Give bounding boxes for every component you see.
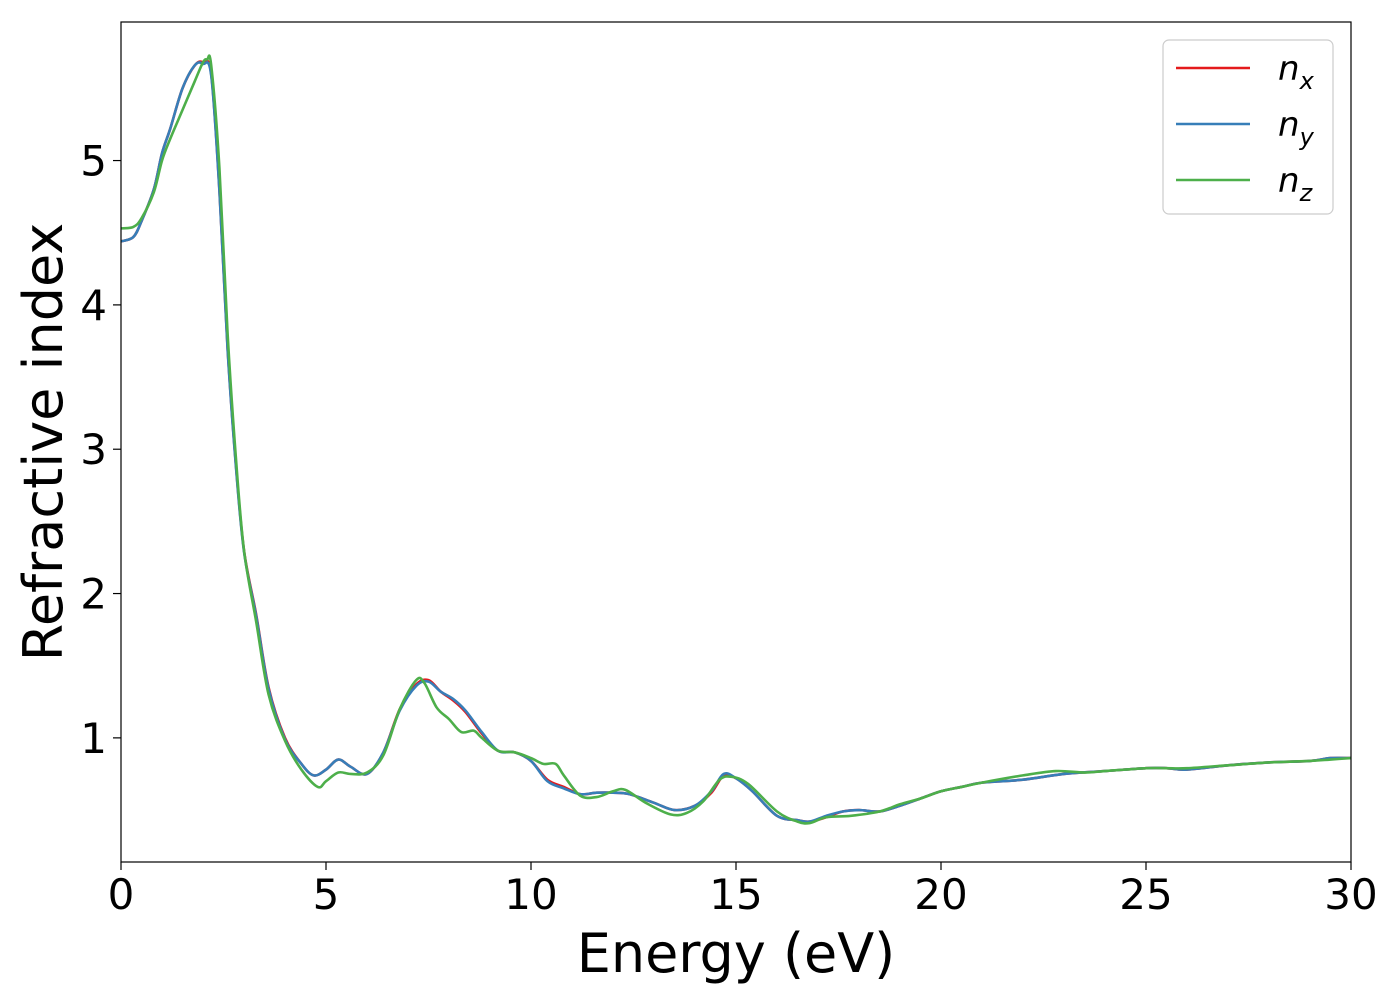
x-tick-label: 20 xyxy=(914,870,967,919)
legend-box xyxy=(1162,39,1334,215)
y-tick-label: 5 xyxy=(80,137,107,186)
x-tick-label: 10 xyxy=(504,870,557,919)
x-tick-label: 0 xyxy=(108,870,135,919)
plot-series-group xyxy=(121,54,1351,825)
legend-label-n-z: nz xyxy=(1278,161,1314,207)
y-tick-label: 4 xyxy=(80,281,107,330)
y-tick-label: 1 xyxy=(80,714,107,763)
legend-label-n-y: ny xyxy=(1278,105,1315,151)
legend: nx ny nz xyxy=(1162,39,1334,215)
x-axis: 0 5 10 15 20 25 30 xyxy=(108,862,1378,919)
x-tick-label: 15 xyxy=(709,870,762,919)
x-tick-label: 25 xyxy=(1119,870,1172,919)
y-tick-label: 3 xyxy=(80,425,107,474)
legend-label-n-x: nx xyxy=(1278,49,1315,95)
x-axis-label: Energy (eV) xyxy=(577,922,896,985)
y-axis: 1 2 3 4 5 xyxy=(80,137,121,763)
series-line-n-z xyxy=(121,54,1351,825)
y-tick-label: 2 xyxy=(80,570,107,619)
y-axis-label: Refractive index xyxy=(12,223,75,662)
x-tick-label: 5 xyxy=(313,870,340,919)
x-tick-label: 30 xyxy=(1324,870,1377,919)
